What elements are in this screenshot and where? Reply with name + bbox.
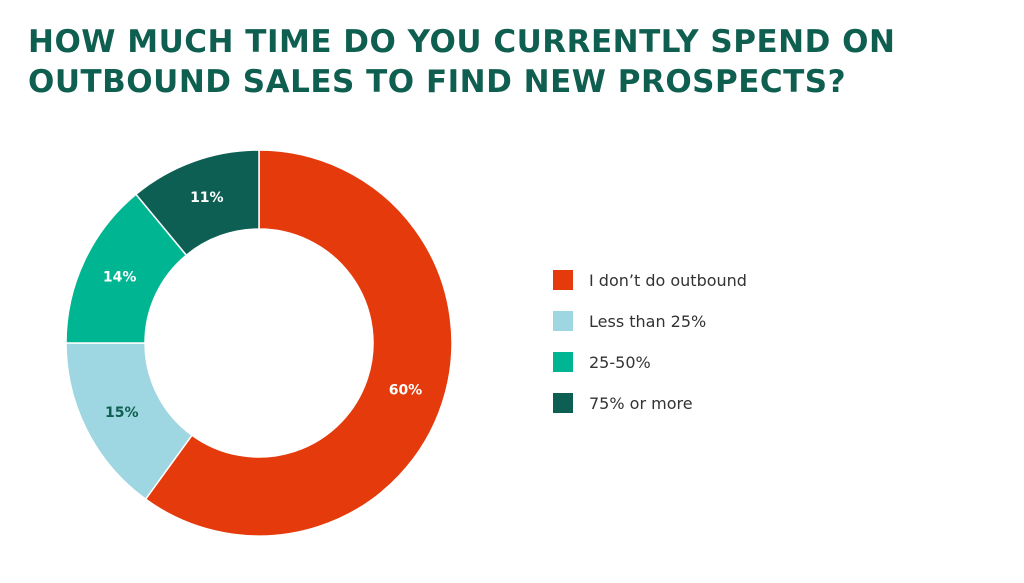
slice-value-label-3: 11% — [190, 190, 224, 206]
legend-item-i-dont-do-outbound: I don’t do outbound — [553, 268, 747, 292]
legend-label: 75% or more — [589, 393, 693, 413]
legend-item-75-or-more: 75% or more — [553, 391, 747, 415]
legend-swatch — [553, 352, 573, 372]
donut-slice-0 — [144, 149, 453, 537]
donut-slice-3 — [134, 149, 260, 257]
legend-label: Less than 25% — [589, 311, 707, 331]
slice-value-label-2: 14% — [103, 269, 137, 285]
legend-item-less-than-25: Less than 25% — [553, 309, 747, 333]
legend-item-25-50: 25-50% — [553, 350, 747, 374]
legend-swatch — [553, 270, 573, 290]
slice-value-label-1: 15% — [105, 405, 139, 421]
legend-swatch — [553, 311, 573, 331]
slice-value-label-0: 60% — [389, 383, 423, 399]
legend: I don’t do outbound Less than 25% 25-50%… — [553, 268, 747, 432]
legend-label: I don’t do outbound — [589, 270, 747, 290]
chart-title-line-2: OUTBOUND SALES TO FIND NEW PROSPECTS? — [28, 64, 847, 100]
legend-swatch — [553, 393, 573, 413]
chart-title: HOW MUCH TIME DO YOU CURRENTLY SPEND ON … — [28, 22, 928, 102]
chart-title-line-1: HOW MUCH TIME DO YOU CURRENTLY SPEND ON — [28, 24, 896, 60]
legend-label: 25-50% — [589, 352, 651, 372]
